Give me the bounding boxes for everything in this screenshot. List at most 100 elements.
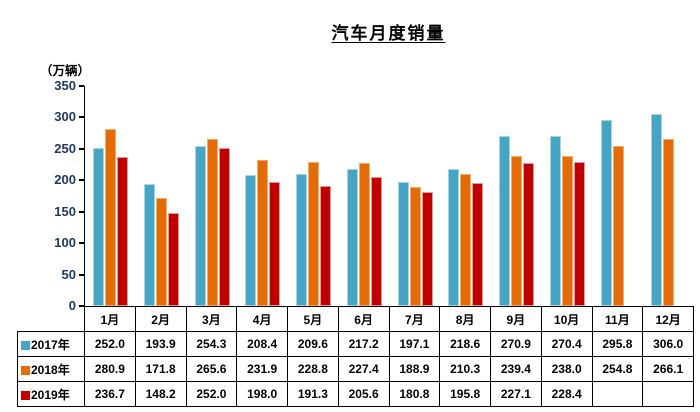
y-tick-label-250: 250	[54, 140, 76, 156]
value-cell-series3-month8: 195.8	[439, 381, 491, 407]
y-tick-mark	[79, 273, 84, 276]
month-header-cell-5: 5月	[287, 306, 339, 332]
legend-label-series2: 2018年	[31, 362, 70, 377]
month-header-cell-8: 8月	[439, 306, 491, 332]
month-header-cell-7: 7月	[388, 306, 441, 332]
value-cell-series3-month10: 228.4	[540, 381, 593, 407]
value-cell-series1-month1: 252.0	[84, 331, 136, 357]
value-cell-series1-month2: 193.9	[134, 331, 187, 357]
value-cell-series3-month11	[591, 381, 644, 407]
value-cell-series1-month7: 197.1	[388, 331, 441, 357]
bar-series1-month12	[651, 114, 663, 306]
value-cell-series2-month2: 171.8	[134, 356, 187, 382]
month-header-cell-1: 1月	[84, 306, 136, 332]
value-cell-series3-month12	[642, 381, 694, 407]
y-tick-mark	[79, 179, 84, 182]
bar-series3-month6	[370, 177, 382, 306]
bar-series2-month3	[206, 139, 218, 306]
value-cell-series3-month2: 148.2	[134, 381, 187, 407]
value-cell-series2-month6: 227.4	[337, 356, 390, 382]
y-axis-unit-label: （万辆）	[40, 64, 91, 78]
y-tick-mark	[79, 305, 84, 307]
bar-series2-month5	[308, 162, 319, 306]
value-cell-series1-month10: 270.4	[540, 331, 593, 357]
y-tick-label-350: 350	[54, 78, 76, 93]
value-cell-series1-month4: 208.4	[236, 331, 288, 357]
bar-series3-month10	[573, 162, 585, 306]
value-cell-series1-month3: 254.3	[185, 331, 238, 357]
value-cell-series2-month7: 188.9	[388, 356, 441, 382]
legend-cell-series2: 2018年	[17, 356, 85, 382]
y-tick-mark	[79, 210, 84, 213]
bar-series2-month1	[105, 129, 116, 306]
bar-series1-month3	[194, 146, 206, 306]
legend-cell-series3: 2019年	[17, 381, 85, 407]
month-header-cell-6: 6月	[337, 306, 390, 332]
y-tick-label-0: 0	[68, 298, 76, 313]
y-tick-mark	[79, 85, 84, 87]
value-cell-series2-month10: 238.0	[540, 356, 593, 382]
value-cell-series2-month1: 280.9	[84, 356, 136, 382]
month-header-cell-9: 9月	[490, 306, 542, 332]
value-cell-series2-month5: 228.8	[287, 356, 339, 382]
value-cell-series1-month9: 270.9	[490, 331, 542, 357]
month-header-cell-4: 4月	[236, 306, 288, 332]
bar-series1-month5	[296, 174, 307, 306]
table-corner-ghost-cell	[18, 307, 85, 332]
bar-series3-month9	[523, 163, 534, 306]
table-row-series3: 2019年 236.7 148.2 252.0 198.0 191.3 205.6 180.8…	[17, 381, 694, 407]
value-cell-series3-month4: 198.0	[236, 381, 288, 407]
value-cell-series3-month5: 191.3	[287, 381, 339, 407]
legend-cell-series1: 2017年	[17, 331, 85, 357]
month-header-cell-12: 12月	[642, 306, 694, 332]
bar-series2-month8	[460, 174, 472, 306]
month-header-cell-10: 10月	[540, 306, 593, 332]
value-cell-series1-month5: 209.6	[287, 331, 339, 357]
legend-label-series3: 2019年	[31, 387, 70, 402]
bar-series1-month4	[245, 175, 257, 306]
value-cell-series3-month1: 236.7	[84, 381, 136, 407]
y-tick-label-100: 100	[54, 235, 76, 251]
value-cell-series2-month9: 239.4	[490, 356, 542, 382]
bar-series3-month3	[218, 148, 230, 306]
bar-series1-month8	[448, 169, 460, 306]
value-cell-series1-month12: 306.0	[642, 331, 694, 357]
month-header-row: 1月 2月 3月 4月 5月 6月 7月 8月 9月 10月 11月 12月	[18, 306, 694, 332]
legend-marker-icon-series1	[21, 340, 30, 350]
bar-series2-month12	[663, 139, 675, 306]
bar-series3-month2	[167, 213, 179, 306]
legend-marker-icon-series2	[21, 365, 30, 375]
bar-series1-month10	[549, 136, 561, 306]
bar-series2-month2	[155, 198, 167, 306]
legend-label-series1: 2017年	[31, 337, 70, 352]
value-cell-series1-month6: 217.2	[337, 331, 390, 357]
value-cell-series3-month6: 205.6	[337, 381, 390, 407]
plot-area	[84, 86, 694, 306]
bar-series1-month11	[600, 120, 612, 306]
bar-series1-month6	[346, 169, 358, 306]
bar-series2-month6	[358, 163, 370, 306]
table-row-series1: 2017年 252.0 193.9 254.3 208.4 209.6 217.2 197.1…	[17, 331, 694, 357]
legend-marker-icon-series3	[21, 390, 30, 400]
bar-series1-month7	[397, 182, 409, 306]
value-cell-series2-month11: 254.8	[591, 356, 644, 382]
bar-series1-month1	[93, 148, 104, 306]
y-tick-mark	[79, 242, 84, 245]
bar-series1-month2	[143, 184, 155, 306]
bar-series2-month10	[561, 156, 573, 306]
value-cell-series2-month12: 266.1	[642, 356, 694, 382]
y-tick-mark	[79, 147, 84, 150]
y-tick-mark	[79, 116, 84, 119]
value-cell-series3-month7: 180.8	[388, 381, 441, 407]
bar-series2-month11	[612, 146, 624, 306]
bar-series2-month4	[257, 160, 269, 306]
value-cell-series1-month11: 295.8	[591, 331, 644, 357]
value-cell-series3-month9: 227.1	[490, 381, 542, 407]
bar-series1-month9	[499, 136, 510, 306]
value-cell-series3-month3: 252.0	[185, 381, 238, 407]
table-row-series2: 2018年 280.9 171.8 265.6 231.9 228.8 227.4 188.9…	[17, 356, 694, 382]
value-cell-series2-month3: 265.6	[185, 356, 238, 382]
bar-series2-month7	[409, 187, 421, 306]
y-tick-label-150: 150	[54, 203, 76, 219]
